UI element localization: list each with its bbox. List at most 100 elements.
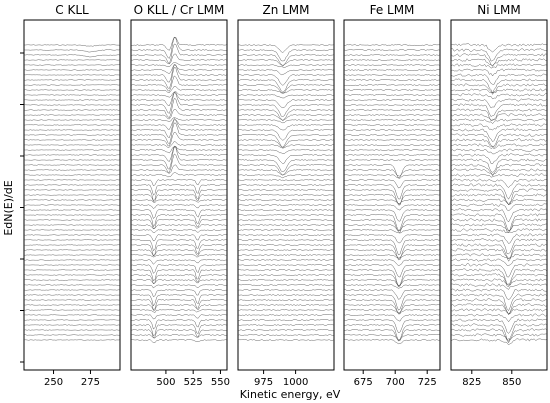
spectrum-trace	[238, 54, 335, 66]
spectrum-trace	[450, 288, 547, 300]
panel-2: Zn LMM 975 1000	[237, 3, 335, 388]
spectrum-trace	[343, 324, 441, 341]
spectrum-trace	[130, 117, 228, 139]
spectrum-trace	[343, 199, 441, 204]
spectrum-trace	[23, 169, 121, 171]
spectrum-trace	[130, 164, 228, 174]
spectrum-trace	[450, 48, 548, 62]
spectrum-trace	[23, 309, 121, 311]
spectrum-trace	[23, 129, 121, 131]
spectrum-trace	[130, 145, 228, 162]
spectrum-trace	[130, 43, 228, 64]
spectrum-trace	[23, 269, 121, 271]
spectrum-trace	[343, 299, 441, 315]
spectrum-trace	[343, 194, 441, 205]
spectrum-trace	[450, 88, 548, 94]
spectrum-trace	[130, 244, 228, 257]
spectrum-trace	[130, 304, 228, 311]
spectrum-trace	[130, 153, 228, 173]
spectrum-trace	[23, 79, 121, 81]
spectrum-trace	[237, 329, 335, 331]
spectrum-trace	[343, 259, 441, 266]
spectrum-trace	[24, 104, 121, 106]
spectrum-trace	[237, 294, 335, 296]
spectrum-trace	[130, 279, 228, 284]
spectrum-trace	[450, 53, 548, 67]
spectrum-trace	[130, 269, 228, 282]
spectrum-trace	[450, 188, 548, 205]
panel-0: C KLL 250 275	[20, 3, 121, 388]
spectrum-trace	[343, 234, 440, 244]
spectrum-trace	[130, 329, 228, 339]
spectrum-trace	[130, 209, 228, 219]
spectrum-trace	[450, 123, 548, 131]
spectrum-trace	[343, 209, 441, 222]
spectrum-trace	[343, 59, 441, 61]
spectrum-trace	[23, 239, 121, 241]
spectrum-trace	[23, 284, 121, 286]
spectrum-trace	[23, 59, 121, 61]
x-tick-label: 250	[44, 377, 63, 388]
spectrum-trace	[343, 264, 441, 278]
spectrum-trace	[23, 94, 121, 96]
spectrum-trace	[343, 224, 441, 231]
spectrum-trace	[130, 214, 228, 228]
spectrum-trace	[238, 314, 335, 316]
spectrum-trace	[237, 259, 335, 261]
spectrum-trace	[450, 113, 548, 121]
spectrum-trace	[343, 84, 441, 86]
spectrum-trace	[23, 224, 121, 226]
spectrum-trace	[24, 139, 121, 141]
spectrum-trace	[237, 74, 335, 86]
spectrum-trace	[130, 109, 228, 120]
spectrum-trace	[237, 339, 335, 341]
spectrum-trace	[130, 92, 228, 114]
spectrum-trace	[23, 159, 121, 161]
spectrum-trace	[343, 129, 441, 131]
spectrum-trace	[130, 146, 228, 154]
spectrum-trace	[343, 169, 441, 177]
spectrum-trace	[343, 99, 441, 101]
spectrum-trace	[130, 289, 228, 298]
spectrum-trace	[343, 139, 441, 141]
spectrum-trace	[23, 204, 121, 206]
spectrum-trace	[131, 146, 228, 170]
panels: C KLL 250 275 O KLL / Cr LMM 500 525 550 Zn LMM…	[20, 3, 548, 388]
spectrum-trace	[237, 189, 335, 191]
spectrum-trace	[130, 189, 228, 202]
spectrum-trace	[451, 78, 548, 94]
spectrum-trace	[343, 189, 441, 206]
spectrum-trace	[23, 249, 121, 251]
spectrum-trace	[450, 128, 548, 143]
spectrum-trace	[343, 244, 441, 261]
spectrum-trace	[450, 98, 548, 109]
spectrum-trace	[24, 254, 121, 256]
x-axis-label: Kinetic energy, eV	[240, 388, 341, 401]
spectrum-trace	[343, 134, 441, 136]
spectrum-trace	[237, 159, 335, 172]
spectrum-trace	[450, 193, 548, 206]
spectrum-trace	[450, 298, 548, 316]
spectrum-trace	[130, 264, 228, 274]
spectrum-trace	[237, 64, 334, 68]
spectrum-trace	[343, 339, 441, 345]
spectrum-trace	[343, 44, 440, 46]
spectrum-trace	[130, 179, 228, 187]
spectrum-trace	[237, 264, 335, 266]
spectrum-trace	[130, 324, 228, 337]
spectrum-trace	[343, 109, 441, 111]
spectrum-trace	[237, 179, 335, 181]
x-tick-label: 275	[81, 377, 100, 388]
spectrum-trace	[451, 153, 548, 165]
spectrum-trace	[23, 179, 121, 181]
spectrum-trace	[238, 124, 334, 131]
x-tick-label: 550	[211, 377, 230, 388]
spectrum-trace	[24, 69, 121, 71]
spectrum-trace	[450, 303, 548, 315]
spectrum-trace	[450, 83, 548, 95]
spectrum-trace	[450, 43, 548, 53]
spectrum-trace	[23, 329, 121, 331]
spectrum-trace	[450, 143, 548, 149]
spectrum-trace	[450, 293, 548, 312]
spectrum-trace	[343, 269, 440, 287]
